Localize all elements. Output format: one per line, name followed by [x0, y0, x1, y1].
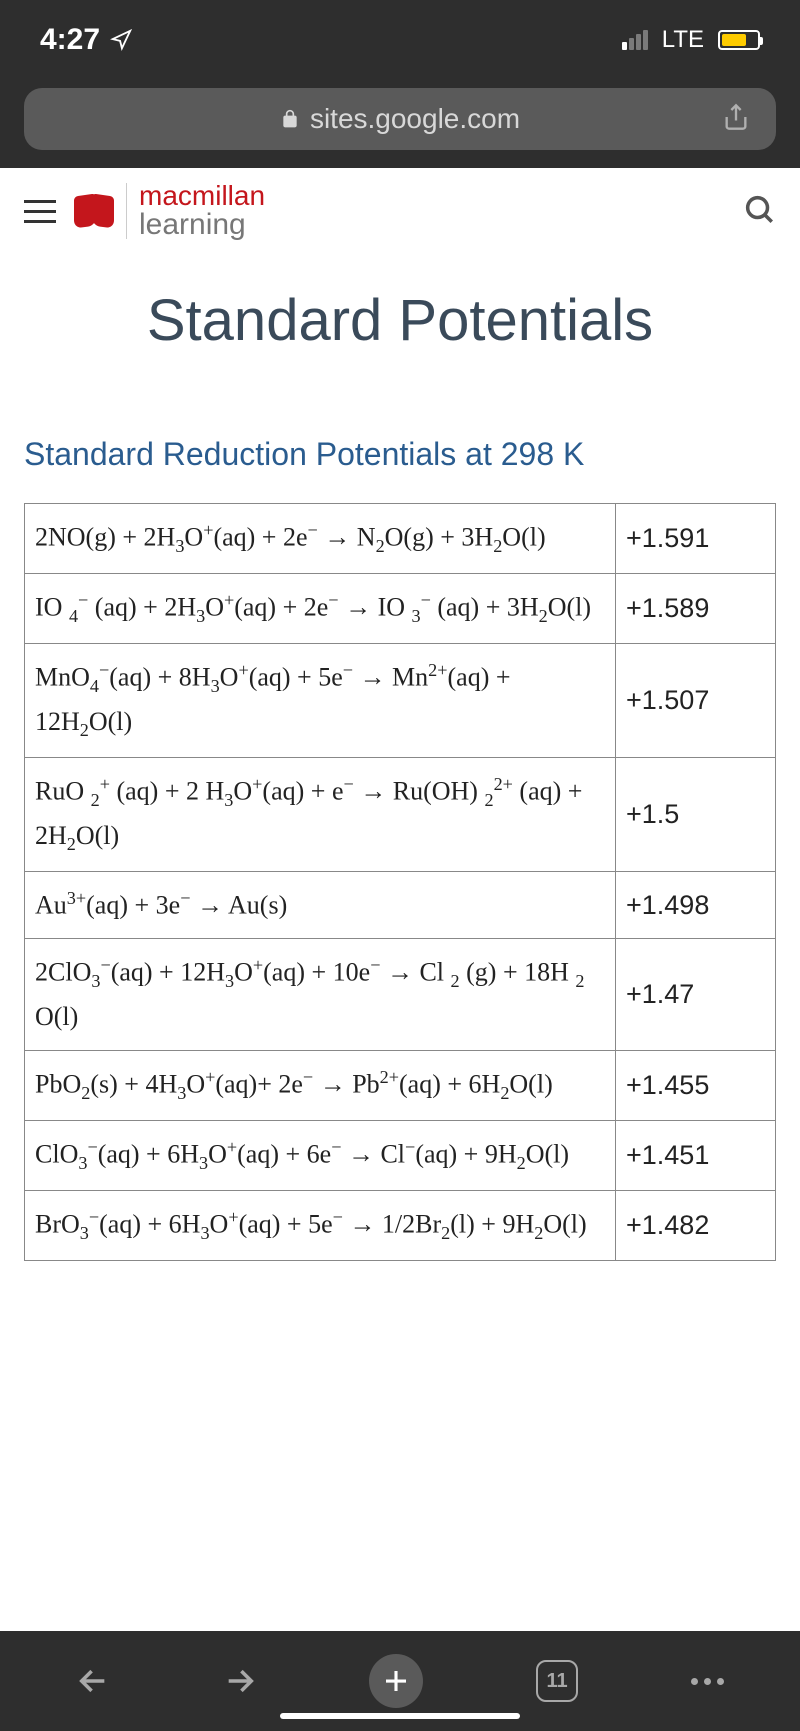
- tabs-button[interactable]: 11: [536, 1660, 578, 1702]
- battery-icon: [718, 30, 760, 50]
- url-text: sites.google.com: [310, 103, 520, 135]
- table-row: BrO3−(aq) + 6H3O+(aq) + 5e− → 1/2Br2(l) …: [25, 1190, 776, 1260]
- reaction-cell: Au3+(aq) + 3e− → Au(s): [25, 872, 616, 939]
- potential-cell: +1.482: [616, 1190, 776, 1260]
- address-bar[interactable]: sites.google.com: [24, 88, 776, 150]
- status-time: 4:27: [40, 23, 100, 57]
- reaction-cell: IO 4− (aq) + 2H3O+(aq) + 2e− → IO 3− (aq…: [25, 573, 616, 643]
- logo-icon: [74, 195, 114, 227]
- more-icon: [691, 1678, 724, 1685]
- reaction-cell: ClO3−(aq) + 6H3O+(aq) + 6e− → Cl−(aq) + …: [25, 1120, 616, 1190]
- browser-bottom-nav: 11: [0, 1631, 800, 1731]
- potential-cell: +1.591: [616, 503, 776, 573]
- lock-icon: [280, 109, 300, 129]
- table-row: ClO3−(aq) + 6H3O+(aq) + 6e− → Cl−(aq) + …: [25, 1120, 776, 1190]
- reaction-cell: RuO 2+ (aq) + 2 H3O+(aq) + e− → Ru(OH) 2…: [25, 757, 616, 871]
- table-row: MnO4−(aq) + 8H3O+(aq) + 5e− → Mn2+(aq) +…: [25, 643, 776, 757]
- plus-icon: [381, 1666, 411, 1696]
- brand-logo[interactable]: macmillan learning: [74, 182, 265, 240]
- browser-chrome: sites.google.com: [0, 80, 800, 168]
- reaction-cell: PbO2(s) + 4H3O+(aq)+ 2e− → Pb2+(aq) + 6H…: [25, 1050, 616, 1120]
- reaction-cell: 2NO(g) + 2H3O+(aq) + 2e− → N2O(g) + 3H2O…: [25, 503, 616, 573]
- reaction-cell: BrO3−(aq) + 6H3O+(aq) + 5e− → 1/2Br2(l) …: [25, 1190, 616, 1260]
- table-row: RuO 2+ (aq) + 2 H3O+(aq) + e− → Ru(OH) 2…: [25, 757, 776, 871]
- menu-button[interactable]: [24, 200, 56, 223]
- back-icon: [76, 1664, 110, 1698]
- back-button[interactable]: [76, 1664, 110, 1698]
- page-title: Standard Potentials: [0, 254, 800, 416]
- more-button[interactable]: [691, 1678, 724, 1685]
- site-header: macmillan learning: [0, 168, 800, 254]
- table-row: PbO2(s) + 4H3O+(aq)+ 2e− → Pb2+(aq) + 6H…: [25, 1050, 776, 1120]
- search-icon: [742, 192, 776, 226]
- section-title: Standard Reduction Potentials at 298 K: [0, 416, 800, 503]
- new-tab-button[interactable]: [369, 1654, 423, 1708]
- forward-icon: [223, 1664, 257, 1698]
- forward-button[interactable]: [223, 1664, 257, 1698]
- potential-cell: +1.5: [616, 757, 776, 871]
- home-indicator[interactable]: [280, 1713, 520, 1719]
- status-right: LTE: [622, 26, 760, 54]
- table-row: 2ClO3−(aq) + 12H3O+(aq) + 10e− → Cl 2 (g…: [25, 939, 776, 1051]
- reaction-cell: MnO4−(aq) + 8H3O+(aq) + 5e− → Mn2+(aq) +…: [25, 643, 616, 757]
- tab-count: 11: [536, 1660, 578, 1702]
- potential-cell: +1.455: [616, 1050, 776, 1120]
- status-time-block: 4:27: [40, 23, 132, 57]
- network-label: LTE: [662, 26, 704, 54]
- potential-cell: +1.47: [616, 939, 776, 1051]
- table-row: 2NO(g) + 2H3O+(aq) + 2e− → N2O(g) + 3H2O…: [25, 503, 776, 573]
- table-row: Au3+(aq) + 3e− → Au(s)+1.498: [25, 872, 776, 939]
- brand-name-bottom: learning: [139, 210, 265, 240]
- reaction-cell: 2ClO3−(aq) + 12H3O+(aq) + 10e− → Cl 2 (g…: [25, 939, 616, 1051]
- potentials-table: 2NO(g) + 2H3O+(aq) + 2e− → N2O(g) + 3H2O…: [24, 503, 776, 1261]
- brand-name-top: macmillan: [139, 182, 265, 210]
- potential-cell: +1.451: [616, 1120, 776, 1190]
- share-button[interactable]: [722, 102, 750, 137]
- potential-cell: +1.507: [616, 643, 776, 757]
- table-row: IO 4− (aq) + 2H3O+(aq) + 2e− → IO 3− (aq…: [25, 573, 776, 643]
- status-bar: 4:27 LTE: [0, 0, 800, 80]
- potential-cell: +1.589: [616, 573, 776, 643]
- potential-cell: +1.498: [616, 872, 776, 939]
- search-button[interactable]: [742, 192, 776, 231]
- location-icon: [110, 29, 132, 51]
- signal-icon: [622, 30, 648, 50]
